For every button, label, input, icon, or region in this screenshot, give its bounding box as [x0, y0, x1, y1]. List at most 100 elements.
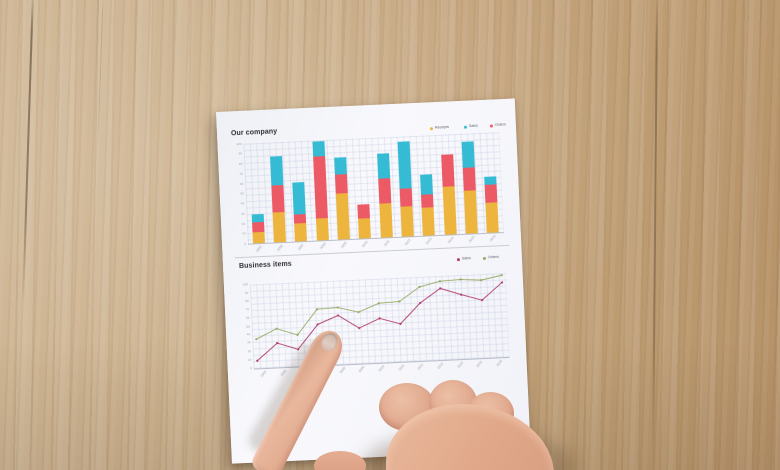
y-axis-tick-label: 0: [249, 366, 252, 370]
bar-segment-sales: [420, 174, 434, 195]
x-axis-tick-label: 2011: [397, 364, 406, 372]
bar-segment-orders: [357, 204, 371, 219]
bar-segment-sales: [484, 176, 497, 185]
data-point-marker: [377, 302, 380, 305]
bar-chart-title: Our company: [230, 128, 278, 138]
bar-segment-receipts: [463, 190, 478, 234]
y-axis-tick-label: 70: [245, 308, 250, 312]
line-chart-title: Business items: [238, 260, 292, 271]
y-axis-tick-label: 20: [241, 222, 246, 226]
data-point-marker: [336, 314, 340, 317]
legend-dot-icon: [482, 256, 486, 260]
y-axis-tick-label: 70: [239, 172, 243, 176]
data-point-marker: [480, 279, 483, 282]
bar-segment-orders: [377, 178, 391, 204]
y-axis-tick-label: 10: [247, 358, 252, 362]
bar-segment-sales: [270, 156, 284, 186]
data-point-marker: [399, 322, 402, 325]
y-axis-tick-label: 30: [241, 212, 245, 216]
bar-segment-sales: [312, 141, 325, 157]
y-axis-tick-label: 40: [240, 202, 245, 206]
data-point-marker: [358, 327, 361, 330]
x-axis-tick-label: 2014: [456, 361, 465, 370]
line-chart-svg: [255, 274, 504, 362]
data-point-marker: [357, 311, 360, 314]
line-chart-legend: Sales Orders: [456, 254, 507, 262]
data-point-marker: [336, 306, 339, 309]
y-axis-tick-label: 10: [242, 232, 246, 236]
stacked-bar-chart: 0 10 20 30 40 50 60 70 80 90 100 2005 2006 2007 2008 20…: [236, 132, 504, 253]
bar-segment-orders: [462, 167, 476, 191]
x-axis-tick-label: 2009: [358, 365, 366, 374]
data-point-marker: [459, 278, 462, 281]
data-point-marker: [500, 274, 503, 277]
x-axis-tick-label: 2004: [260, 370, 268, 378]
y-axis-tick-label: 50: [246, 324, 250, 329]
bar-segment-sales: [251, 213, 264, 223]
bar-segment-orders: [399, 188, 413, 207]
line-chart: 0 10 20 30 40 50 60 70 80 90 100 2004 2005 2006 2007 20…: [243, 273, 510, 378]
data-point-marker: [438, 280, 442, 283]
y-axis-tick-label: 60: [245, 316, 250, 320]
x-axis-tick-label: 2013: [425, 237, 434, 246]
legend-label: Receipts: [434, 125, 450, 130]
x-axis-tick-label: 2008: [338, 366, 347, 375]
bar-segment-receipts: [272, 211, 286, 243]
x-axis-tick-label: 2015: [468, 235, 476, 244]
bar-segment-orders: [271, 185, 285, 213]
y-axis-tick-label: 90: [244, 291, 249, 295]
bar-segment-receipts: [442, 186, 457, 235]
x-axis-tick-label: 2007: [297, 243, 306, 252]
x-axis-tick-label: 2010: [361, 240, 370, 249]
data-point-marker: [378, 317, 381, 320]
bar-segment-receipts: [400, 206, 414, 237]
data-point-marker: [481, 299, 484, 302]
x-axis-tick-label: 2015: [476, 360, 484, 369]
bar-segment-receipts: [421, 207, 436, 236]
x-axis-tick-label: 2006: [299, 368, 307, 377]
y-axis-tick-label: 100: [242, 282, 248, 287]
data-point-marker: [398, 300, 401, 303]
bar-segment-receipts: [358, 218, 372, 239]
x-axis-tick-label: 2011: [383, 239, 391, 248]
x-axis-tick-label: 2014: [447, 236, 455, 245]
y-axis-tick-label: 60: [239, 182, 244, 186]
bar-segment-sales: [376, 153, 390, 179]
line-series-sales: [257, 282, 503, 362]
legend-dot-icon: [429, 126, 434, 130]
x-axis-tick-label: 2016: [489, 234, 497, 243]
data-point-marker: [418, 285, 421, 289]
y-axis-tick-label: 20: [247, 350, 251, 354]
legend-item: Orders: [482, 254, 507, 261]
y-axis-tick-label: 40: [246, 333, 251, 337]
y-axis-tick-label: 0: [244, 242, 247, 246]
x-axis-tick-label: 2012: [404, 238, 412, 247]
bar-segment-receipts: [315, 218, 329, 241]
y-axis-tick-label: 100: [236, 142, 242, 146]
y-axis-tick-label: 50: [240, 192, 244, 196]
legend-label: Sales: [469, 124, 479, 129]
bar-segment-orders: [251, 221, 265, 233]
bar-segment-sales: [461, 141, 475, 168]
bar-segment-sales: [397, 141, 412, 189]
data-point-marker: [316, 323, 319, 326]
x-axis-tick-label: 2009: [340, 241, 348, 250]
paper-content: Our company Receipts Sales Orders 0 10 20 30 4…: [216, 98, 531, 463]
x-axis-tick-label: 2012: [417, 363, 425, 371]
bar-segment-receipts: [485, 202, 500, 233]
data-point-marker: [315, 308, 319, 311]
data-point-marker: [460, 293, 463, 296]
legend-item: Sales: [456, 255, 477, 262]
legend-label: Orders: [487, 255, 499, 260]
y-axis-tick-label: 80: [238, 162, 243, 166]
x-axis-tick-label: 2006: [276, 244, 284, 253]
bar-segment-sales: [292, 182, 307, 215]
y-axis-tick-label: 90: [238, 152, 242, 156]
legend-item: Receipts: [429, 124, 459, 131]
bar-segment-orders: [294, 214, 307, 224]
legend-dot-icon: [464, 125, 468, 129]
bar-segment-receipts: [252, 231, 265, 244]
legend-dot-icon: [490, 123, 494, 128]
bar-segment-sales: [334, 157, 347, 175]
